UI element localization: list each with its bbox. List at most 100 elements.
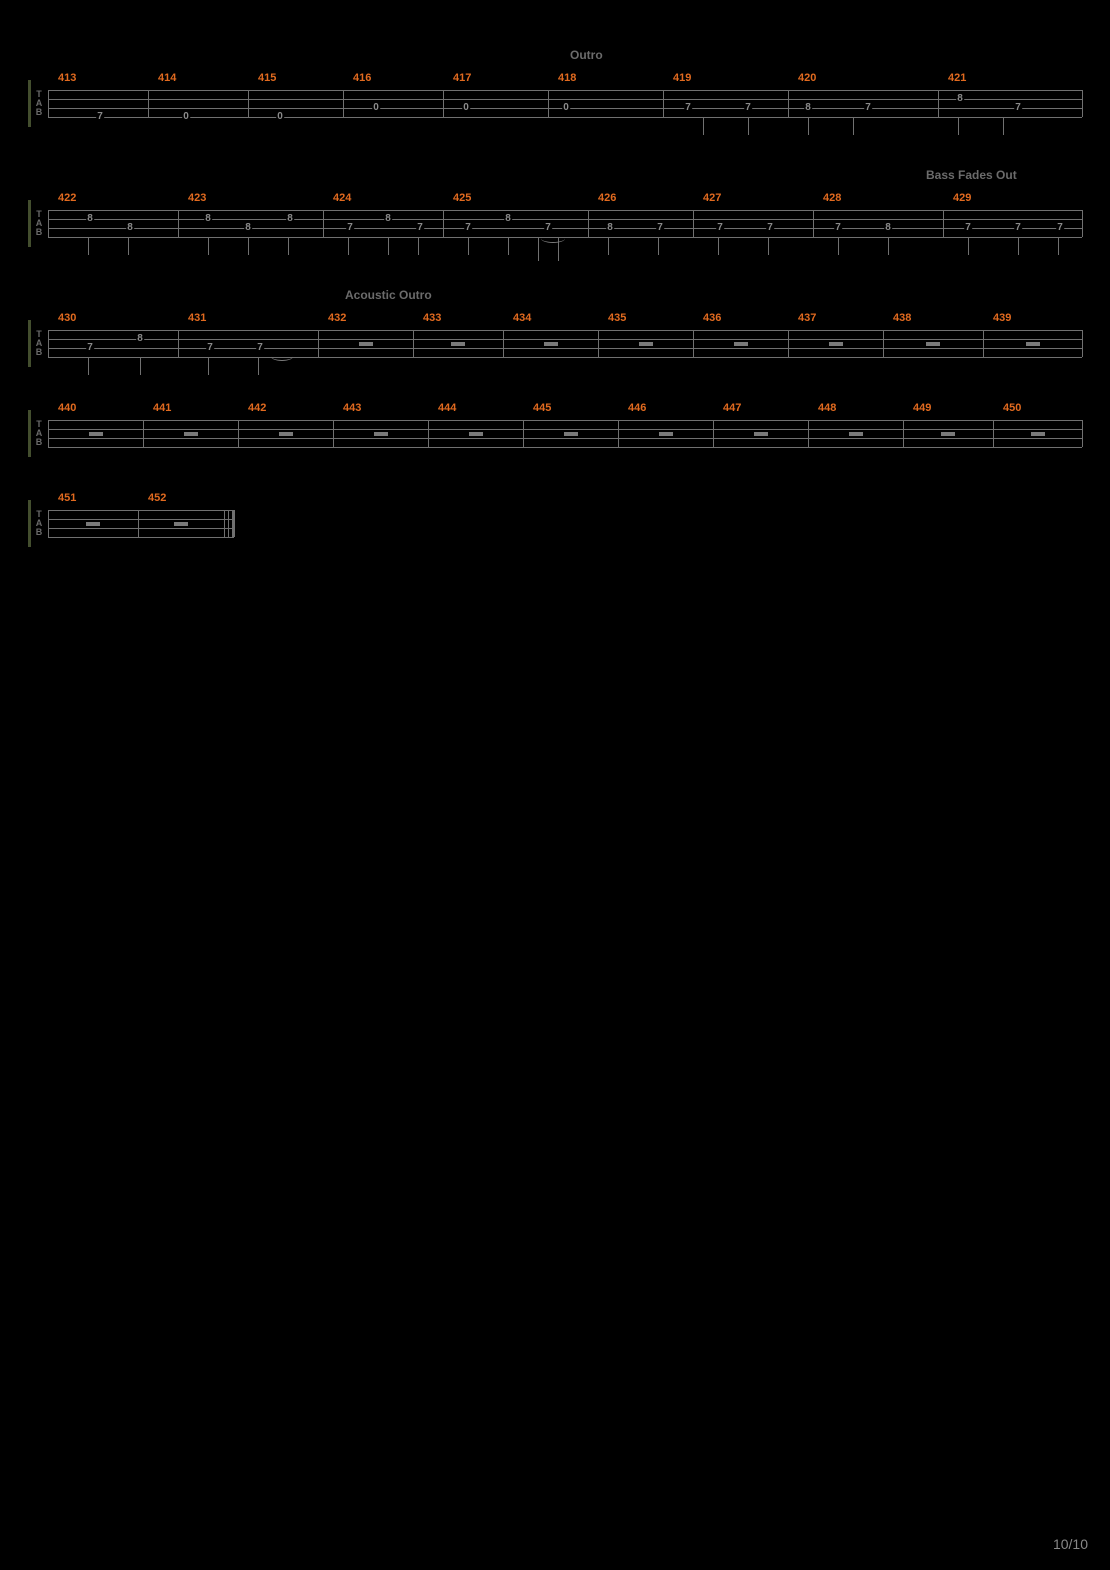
final-barline xyxy=(228,510,236,537)
measure-number: 443 xyxy=(343,402,361,414)
barline xyxy=(1082,90,1083,117)
rest xyxy=(1026,342,1040,346)
note-stem xyxy=(853,117,854,135)
measure-number: 417 xyxy=(453,72,471,84)
barline xyxy=(428,420,429,447)
measure-number: 413 xyxy=(58,72,76,84)
note-stem xyxy=(208,237,209,255)
barline xyxy=(224,510,225,537)
measure-number: 430 xyxy=(58,312,76,324)
measure-number: 447 xyxy=(723,402,741,414)
note-stem xyxy=(388,237,389,255)
barline xyxy=(788,90,789,117)
barline xyxy=(318,330,319,357)
barline xyxy=(618,420,619,447)
note-stem xyxy=(748,117,749,135)
barline xyxy=(808,420,809,447)
barline xyxy=(343,90,344,117)
barline xyxy=(938,90,939,117)
rest xyxy=(89,432,103,436)
fret-number: 0 xyxy=(276,112,284,122)
barline xyxy=(48,330,49,357)
rest xyxy=(359,342,373,346)
barline xyxy=(788,330,789,357)
rest xyxy=(174,522,188,526)
barline xyxy=(48,510,49,537)
barline xyxy=(903,420,904,447)
tie xyxy=(271,352,293,361)
barline xyxy=(148,90,149,117)
measure-number: 444 xyxy=(438,402,456,414)
measure-number: 428 xyxy=(823,192,841,204)
fret-number: 7 xyxy=(96,112,104,122)
measure-number: 442 xyxy=(248,402,266,414)
fret-number: 7 xyxy=(544,223,552,233)
barline xyxy=(48,90,49,117)
fret-number: 7 xyxy=(1014,223,1022,233)
barline xyxy=(713,420,714,447)
barline xyxy=(993,420,994,447)
rest xyxy=(564,432,578,436)
rest xyxy=(829,342,843,346)
barline xyxy=(238,420,239,447)
barline xyxy=(943,210,944,237)
barline xyxy=(663,90,664,117)
measure-number: 441 xyxy=(153,402,171,414)
fret-number: 7 xyxy=(346,223,354,233)
barline xyxy=(983,330,984,357)
fret-number: 0 xyxy=(462,103,470,113)
rest xyxy=(941,432,955,436)
measure-number: 434 xyxy=(513,312,531,324)
fret-number: 7 xyxy=(716,223,724,233)
fret-number: 7 xyxy=(256,343,264,353)
measure-number: 425 xyxy=(453,192,471,204)
fret-number: 7 xyxy=(86,343,94,353)
tab-staff: TAB4224234244254264274284298888878778787… xyxy=(34,210,1082,237)
note-stem xyxy=(718,237,719,255)
tab-staff: TAB451452 xyxy=(34,510,234,537)
fret-number: 7 xyxy=(1014,103,1022,113)
tab-staff: TAB440441442443444445446447448449450 xyxy=(34,420,1082,447)
measure-number: 438 xyxy=(893,312,911,324)
measure-number: 450 xyxy=(1003,402,1021,414)
fret-number: 7 xyxy=(964,223,972,233)
tab-clef: TAB xyxy=(34,330,44,357)
tie xyxy=(541,234,565,243)
measure-number: 424 xyxy=(333,192,351,204)
note-stem xyxy=(608,237,609,255)
barline xyxy=(523,420,524,447)
fret-number: 7 xyxy=(864,103,872,113)
rest xyxy=(544,342,558,346)
fret-number: 7 xyxy=(656,223,664,233)
measure-number: 436 xyxy=(703,312,721,324)
measure-number: 448 xyxy=(818,402,836,414)
rest xyxy=(734,342,748,346)
tab-clef: TAB xyxy=(34,90,44,117)
note-stem xyxy=(838,237,839,255)
barline xyxy=(178,210,179,237)
note-stem xyxy=(288,237,289,255)
rest xyxy=(639,342,653,346)
measure-number: 440 xyxy=(58,402,76,414)
measure-number: 451 xyxy=(58,492,76,504)
tab-page: { "page_number": "10/10", "colors": { "b… xyxy=(0,0,1110,1570)
measure-number: 423 xyxy=(188,192,206,204)
measure-number: 432 xyxy=(328,312,346,324)
section-label: Bass Fades Out xyxy=(926,168,1017,182)
barline xyxy=(248,90,249,117)
note-stem xyxy=(418,237,419,255)
note-stem xyxy=(208,357,209,375)
tab-staff: TAB4134144154164174184194204217000007787… xyxy=(34,90,1082,117)
measure-number: 435 xyxy=(608,312,626,324)
measure-number: 427 xyxy=(703,192,721,204)
barline xyxy=(143,420,144,447)
note-stem xyxy=(888,237,889,255)
fret-number: 8 xyxy=(606,223,614,233)
barline xyxy=(813,210,814,237)
measure-number: 437 xyxy=(798,312,816,324)
fret-number: 8 xyxy=(504,214,512,224)
rest xyxy=(659,432,673,436)
note-stem xyxy=(538,237,539,261)
barline xyxy=(883,330,884,357)
barline xyxy=(598,330,599,357)
